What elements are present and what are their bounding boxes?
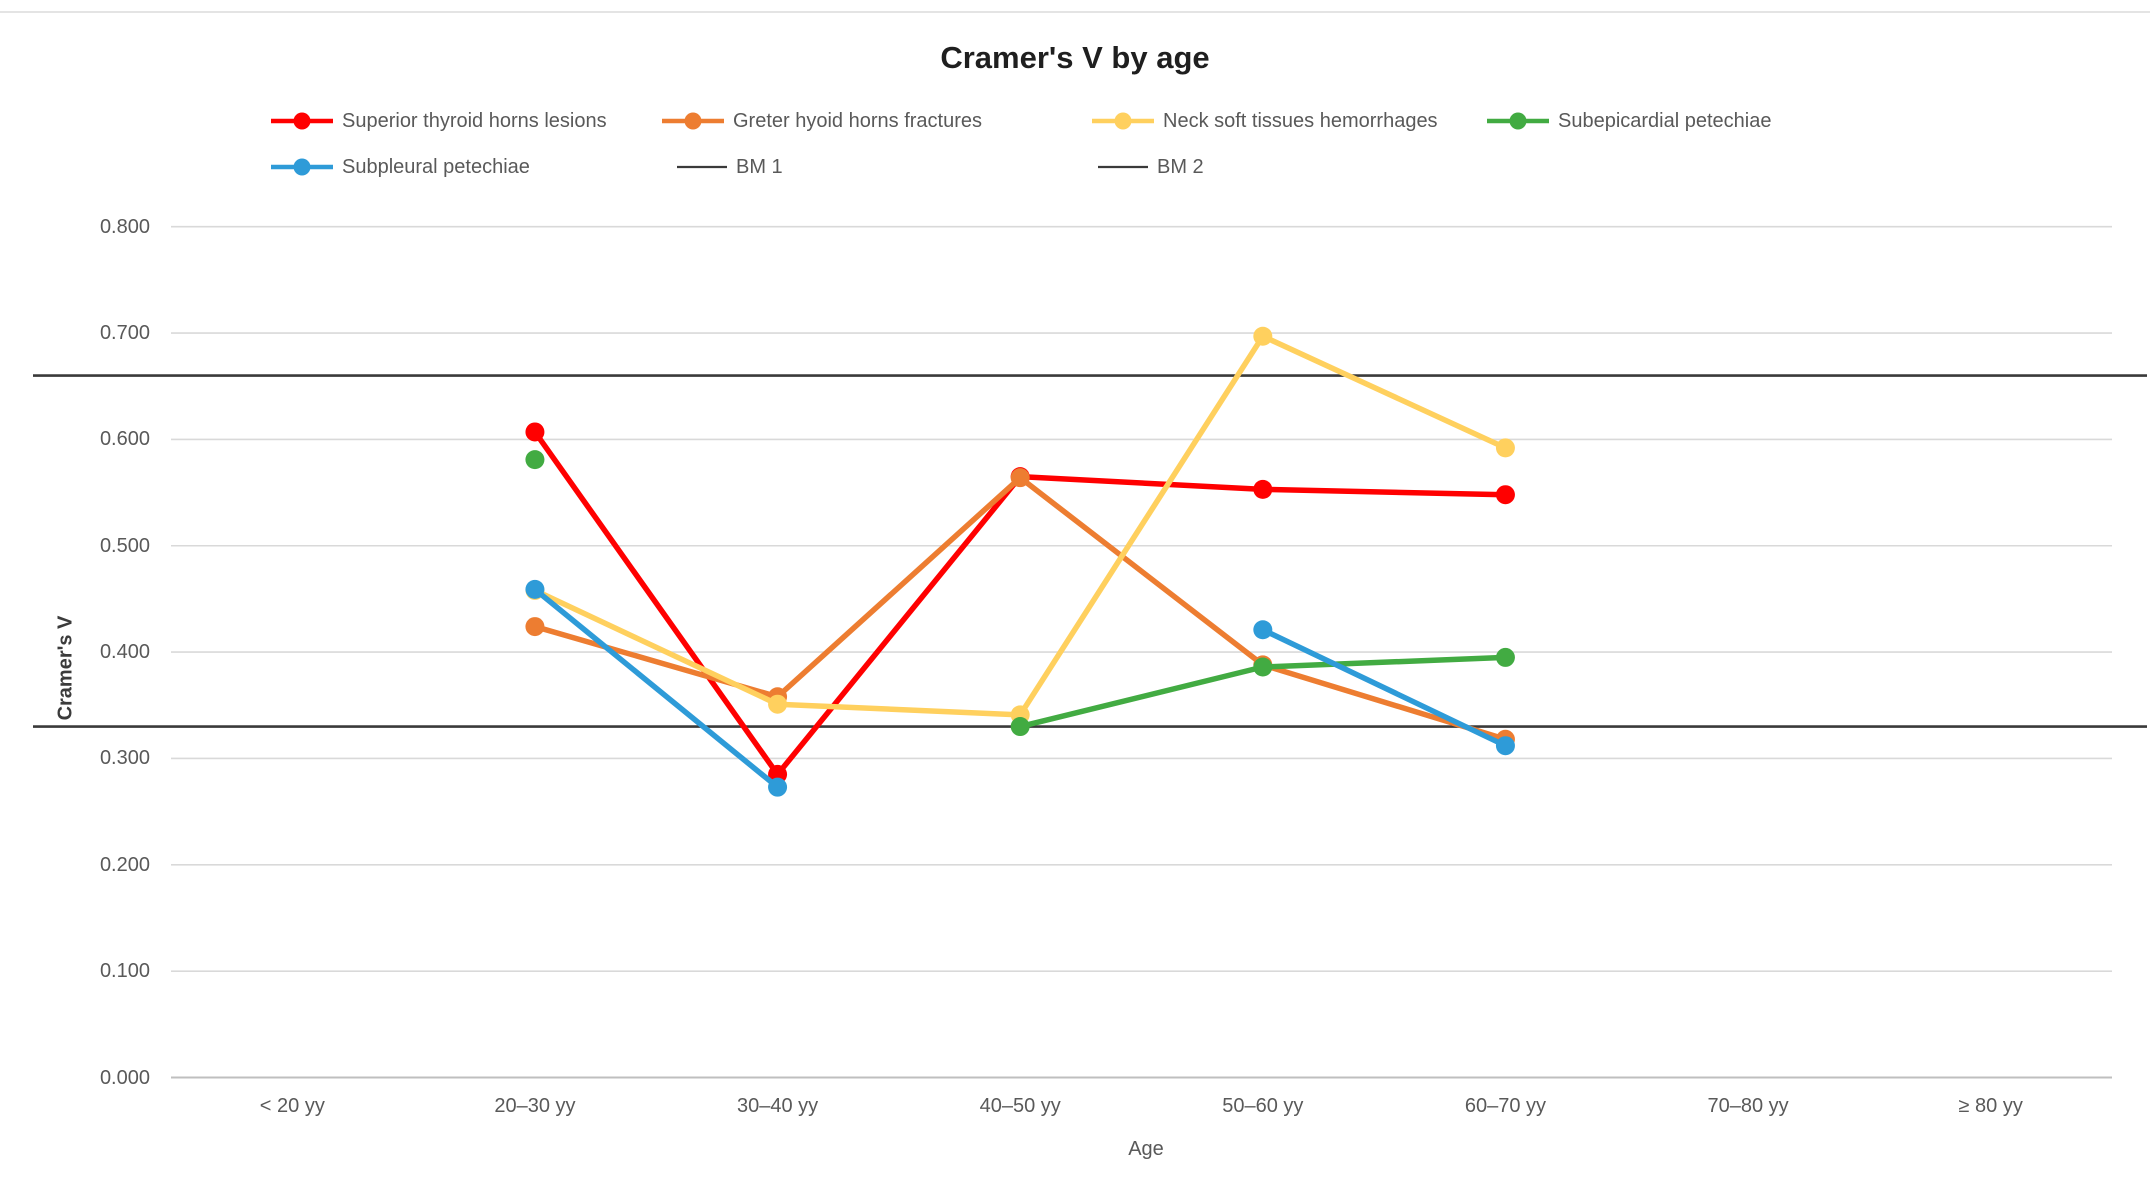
data-point-greter-hyoid-horns-fractures <box>525 617 545 637</box>
legend-label: BM 1 <box>736 155 783 178</box>
data-point-subepicardial-petechiae <box>525 450 545 470</box>
series-line-neck-soft-tissues-hemorrhages <box>532 333 1509 718</box>
data-point-subpleural-petechiae <box>525 579 545 599</box>
chart-top-border <box>0 11 2150 13</box>
chart-title: Cramer's V by age <box>940 40 1210 75</box>
legend-label: Superior thyroid horns lesions <box>342 109 607 132</box>
legend-marker-neck-soft-tissues-hemorrhages-icon <box>1092 112 1154 130</box>
legend-label: Neck soft tissues hemorrhages <box>1163 109 1438 132</box>
data-point-subepicardial-petechiae <box>1495 647 1515 667</box>
y-tick-label: 0.000 <box>99 1066 150 1089</box>
legend-item-subepicardial-petechiae: Subepicardial petechiae <box>1487 108 1772 134</box>
data-point-superior-thyroid-horns-lesions <box>1495 485 1515 505</box>
x-tick-label: 70–80 yy <box>1707 1095 1789 1117</box>
data-point-greter-hyoid-horns-fractures <box>1010 468 1030 488</box>
data-point-neck-soft-tissues-hemorrhages <box>1495 438 1515 458</box>
x-tick-label: 40–50 yy <box>979 1095 1061 1117</box>
legend-marker-dot <box>1509 112 1527 130</box>
legend-item-bm-1: BM 1 <box>677 154 783 180</box>
legend-item-greter-hyoid-horns-fractures: Greter hyoid horns fractures <box>662 108 982 134</box>
data-point-superior-thyroid-horns-lesions <box>1253 479 1273 499</box>
data-point-subpleural-petechiae <box>768 777 788 797</box>
y-tick-label: 0.700 <box>99 322 150 345</box>
legend-line-bm-2-icon <box>1098 165 1148 169</box>
legend-item-superior-thyroid-horns-lesions: Superior thyroid horns lesions <box>271 108 607 134</box>
legend-marker-greter-hyoid-horns-fractures-icon <box>662 112 724 130</box>
legend-item-subpleural-petechiae: Subpleural petechiae <box>271 154 530 180</box>
data-point-subepicardial-petechiae <box>1010 717 1030 737</box>
x-tick-label: ≥ 80 yy <box>1958 1095 2023 1117</box>
y-axis-title: Cramer's V <box>54 615 77 721</box>
series-line-subpleural-petechiae <box>532 586 781 790</box>
data-point-subpleural-petechiae <box>1253 620 1273 640</box>
y-tick-label: 0.400 <box>99 641 150 664</box>
data-point-neck-soft-tissues-hemorrhages <box>768 694 788 714</box>
series-line-greter-hyoid-horns-fractures <box>532 474 1509 743</box>
x-tick-label: 30–40 yy <box>736 1095 819 1117</box>
legend-marker-dot <box>293 112 311 130</box>
x-tick-label: 50–60 yy <box>1222 1095 1304 1117</box>
legend-marker-dot <box>684 112 702 130</box>
legend-item-neck-soft-tissues-hemorrhages: Neck soft tissues hemorrhages <box>1092 108 1438 134</box>
x-axis-title: Age <box>1128 1138 1164 1160</box>
legend-marker-dot <box>293 158 311 176</box>
y-tick-label: 0.300 <box>99 747 150 770</box>
data-point-superior-thyroid-horns-lesions <box>525 422 545 442</box>
legend-marker-dot <box>1114 112 1132 130</box>
legend-marker-subpleural-petechiae-icon <box>271 158 333 176</box>
data-point-subpleural-petechiae <box>1495 736 1515 756</box>
y-tick-label: 0.100 <box>99 960 150 983</box>
legend-item-bm-2: BM 2 <box>1098 154 1204 180</box>
legend-line-bm-1-icon <box>677 165 727 169</box>
legend-marker-superior-thyroid-horns-lesions-icon <box>271 112 333 130</box>
data-point-neck-soft-tissues-hemorrhages <box>1253 326 1273 346</box>
x-tick-label: < 20 yy <box>259 1095 325 1117</box>
series-line-subpleural-petechiae <box>1260 627 1509 749</box>
y-tick-label: 0.200 <box>99 853 150 876</box>
y-tick-label: 0.500 <box>99 534 150 557</box>
x-tick-label: 60–70 yy <box>1464 1095 1547 1117</box>
data-point-subepicardial-petechiae <box>1253 657 1273 677</box>
legend-marker-subepicardial-petechiae-icon <box>1487 112 1549 130</box>
legend-label: Subpleural petechiae <box>342 155 530 178</box>
legend-label: BM 2 <box>1157 155 1204 178</box>
y-tick-label: 0.800 <box>99 215 150 238</box>
x-tick-label: 20–30 yy <box>494 1095 576 1117</box>
y-tick-label: 0.600 <box>99 428 150 451</box>
legend-label: Greter hyoid horns fractures <box>733 109 982 132</box>
legend-label: Subepicardial petechiae <box>1558 109 1772 132</box>
